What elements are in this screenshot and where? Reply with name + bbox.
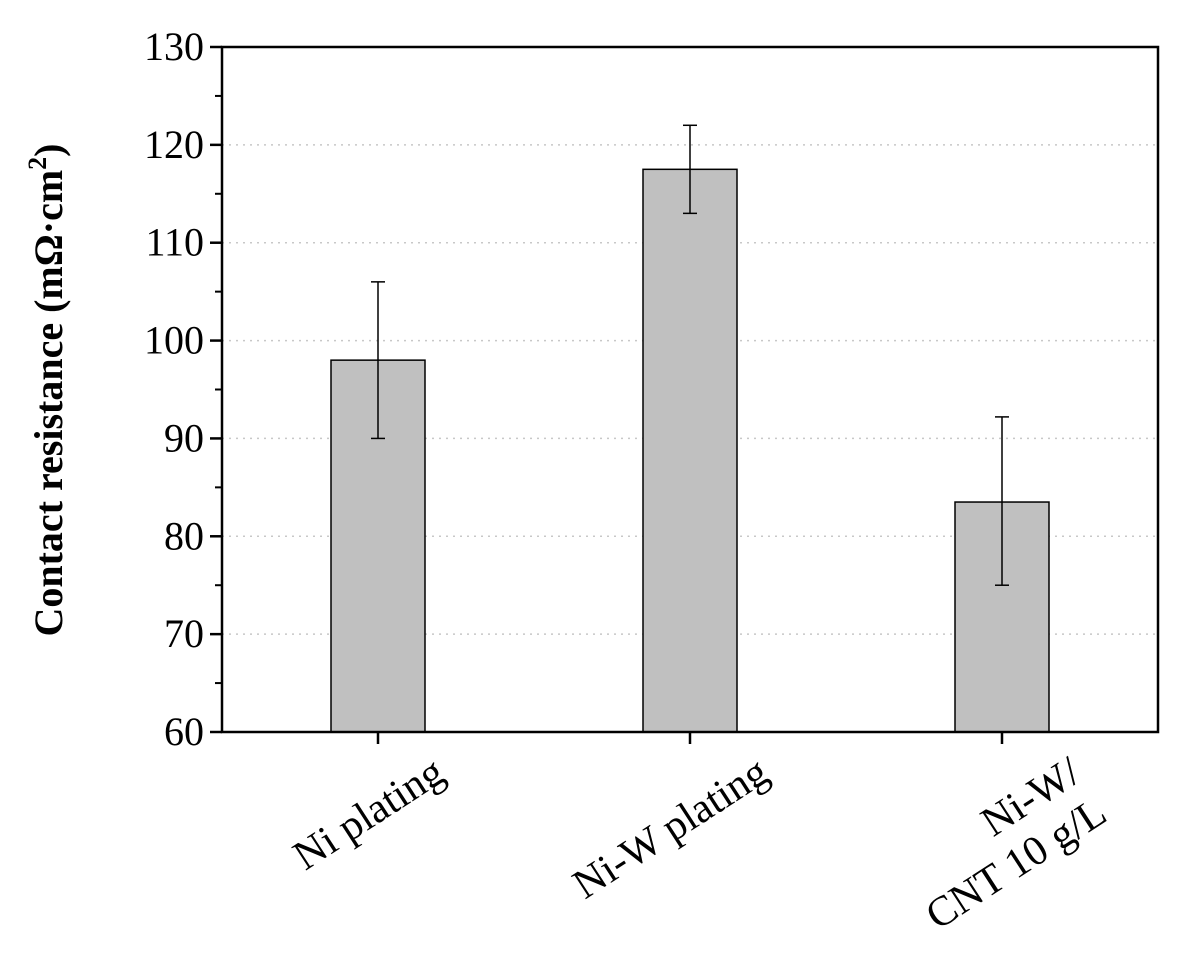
y-tick-label: 120	[144, 122, 204, 167]
x-category-label: Ni plating	[286, 749, 453, 880]
bars	[330, 168, 1050, 733]
y-tick-label: 130	[144, 24, 204, 69]
x-category-label: Ni-W/CNT 10 g/L	[892, 749, 1115, 939]
y-tick-label: 60	[164, 709, 204, 754]
y-tick-label: 110	[145, 220, 204, 265]
y-tick-label: 70	[164, 611, 204, 656]
y-tick-label: 90	[164, 415, 204, 460]
y-tick-label: 100	[144, 318, 204, 363]
y-axis-title-close: )	[26, 143, 71, 156]
y-axis-title: Contact resistance (mΩ·cm2)	[23, 143, 71, 636]
error-bars	[371, 124, 1009, 586]
x-category-label-line: Ni plating	[286, 749, 453, 880]
y-axis-title-superscript: 2	[23, 157, 52, 170]
y-tick-label: 80	[164, 513, 204, 558]
x-category-label-line: Ni-W plating	[565, 749, 776, 909]
y-tick-labels: 60 70 80 90 100 110 120 130	[144, 24, 204, 754]
x-category-labels: Ni plating Ni-W plating Ni-W/CNT 10 g/L	[286, 749, 1115, 939]
x-category-label: Ni-W plating	[565, 749, 776, 909]
bar	[642, 168, 738, 733]
axis-ticks	[210, 45, 1004, 744]
y-axis-title-main: Contact resistance (mΩ·cm	[26, 170, 71, 637]
